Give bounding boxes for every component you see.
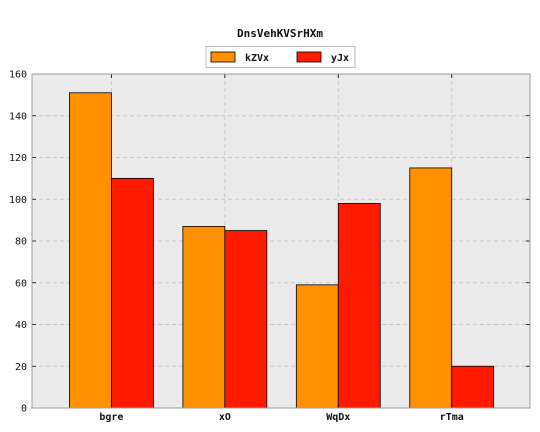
bar-yjx-wqdx (337, 203, 381, 409)
y-tick-label: 80 (15, 237, 27, 248)
bar-yjx-bgre (111, 177, 154, 409)
y-tick-labels: 0 20 40 60 80 100 120 140 160 (9, 70, 27, 415)
y-tick-label: 100 (9, 195, 27, 206)
x-tick-label: bgre (99, 412, 123, 423)
y-tick-label: 140 (9, 111, 27, 122)
plot-frame (31, 73, 531, 409)
bar-yjx-rtma (451, 365, 495, 409)
y-tick-label: 60 (15, 278, 27, 289)
x-tick-labels: bgre xO WqDx rTma (99, 412, 463, 423)
y-tick-label: 120 (9, 153, 27, 164)
legend: kZVx yJx (205, 46, 356, 68)
bar-yjx-xo (224, 230, 268, 409)
chart-title: DnsVehKVSrHXm (237, 27, 323, 40)
y-tick-label: 0 (21, 404, 27, 415)
legend-swatch-kzvx (210, 51, 236, 63)
bar-kzvx-xo (182, 225, 226, 409)
bar-kzvx-wqdx (295, 284, 339, 409)
x-tick-label: xO (219, 412, 231, 423)
legend-label-yjx: yJx (331, 53, 349, 64)
legend-swatch-yjx (296, 51, 322, 63)
y-tick-label: 40 (15, 320, 27, 331)
y-tick-label: 20 (15, 362, 27, 373)
legend-label-kzvx: kZVx (245, 53, 269, 64)
bar-kzvx-rtma (409, 167, 453, 409)
x-tick-label: rTma (440, 412, 464, 423)
x-tick-label: WqDx (326, 412, 350, 423)
y-tick-label: 160 (9, 70, 27, 81)
bars (69, 92, 495, 409)
bar-kzvx-bgre (69, 92, 112, 409)
